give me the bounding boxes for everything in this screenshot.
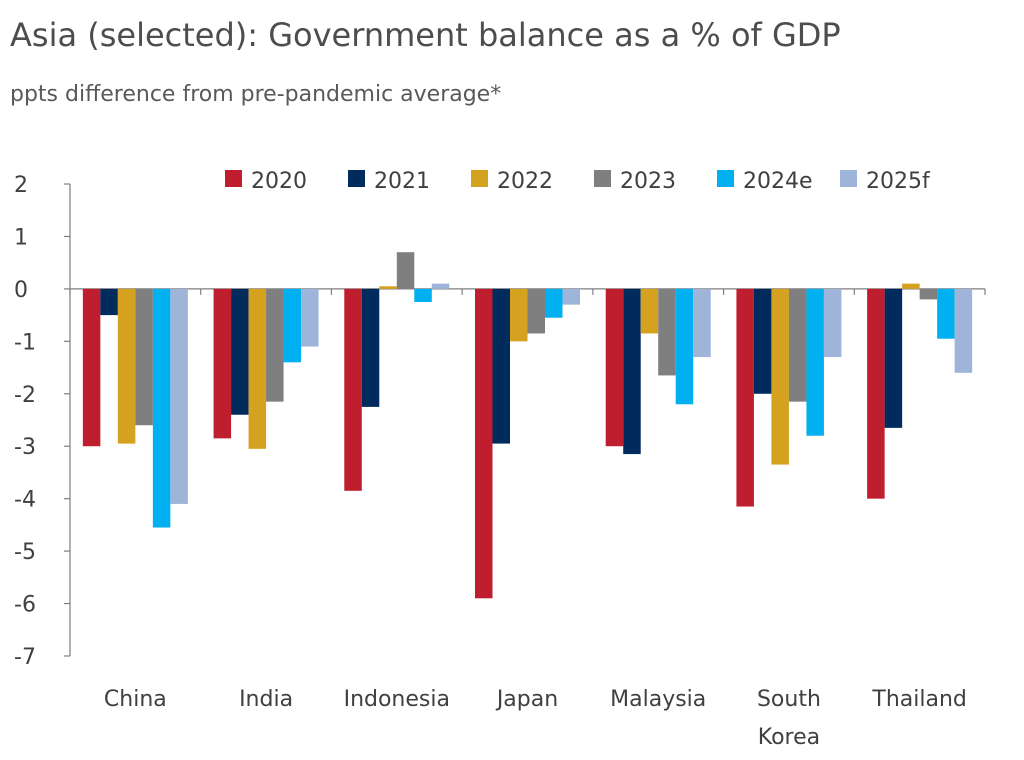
chart-title: Asia (selected): Government balance as a… [10,16,841,54]
x-category-label: China [104,687,167,712]
legend-label-2022: 2022 [497,169,553,194]
bar-2025f-thailand [954,288,973,373]
legend-label-2020: 2020 [251,169,307,194]
y-tick-label: -6 [14,593,36,618]
bar-2021-south-korea [753,288,772,394]
bar-2024e-japan [545,288,563,318]
bar-2021-japan [492,288,510,444]
bar-2023-indonesia [396,252,415,289]
bar-2025f-south-korea [823,288,842,358]
chart-labels: 2 1 0 -1 -2 -3 -4 -5 -6 -7 China India Indonesia Japa… [14,173,967,750]
x-category-label: Korea [758,725,820,750]
legend-label-2021: 2021 [374,169,430,194]
y-tick-label: -5 [14,540,36,565]
legend-swatch-2020 [225,170,242,187]
x-category-label: Thailand [871,687,966,712]
x-category-label: Japan [495,687,558,712]
legend-swatch-2024e [717,170,734,187]
x-category-label: Indonesia [344,687,450,712]
bar-2022-india [248,288,267,449]
bar-2023-south-korea [788,288,807,402]
x-category-label: South [757,687,821,712]
y-tick-label: 0 [14,278,28,303]
bar-2020-indonesia [344,288,362,491]
bar-2024e-thailand [937,288,955,339]
y-tick-label: -3 [14,435,36,460]
bar-2020-malaysia [605,288,624,447]
bar-2022-japan [510,288,528,342]
legend-swatch-2021 [348,170,365,187]
bar-2025f-india [301,288,319,347]
legend-swatch-2022 [471,170,488,187]
bar-2025f-japan [562,288,580,305]
y-tick-label: 2 [14,173,28,198]
bar-2020-thailand [867,288,885,499]
legend-swatch-2025f [840,170,857,187]
bar-2024e-south-korea [806,288,824,436]
bar-2025f-china [170,288,188,504]
x-category-label: Malaysia [610,687,706,712]
y-tick-label: 1 [14,225,28,250]
chart-axes [64,183,986,657]
bar-2020-china [82,288,101,447]
bar-2025f-malaysia [693,288,711,358]
y-tick-label: -7 [14,645,36,670]
bar-2022-south-korea [771,288,789,465]
bar-2022-china [117,288,136,444]
chart-bars [82,252,973,599]
bar-2022-malaysia [640,288,659,334]
bar-2024e-china [152,288,171,528]
bar-2024e-indonesia [414,288,432,302]
bar-2025f-indonesia [431,283,450,289]
bar-2021-malaysia [623,288,641,455]
bar-2023-malaysia [658,288,676,376]
bar-2023-india [266,288,284,402]
legend-label-2023: 2023 [620,169,676,194]
bar-2020-india [213,288,232,439]
bar-2020-japan [475,288,493,599]
bar-2021-china [100,288,118,316]
x-category-label: India [239,687,293,712]
bar-2021-thailand [884,288,903,428]
bar-2023-thailand [919,288,938,300]
bar-2021-indonesia [361,288,380,407]
bar-2023-japan [527,288,545,334]
legend-label-2025f: 2025f [866,169,931,194]
y-tick-label: -2 [14,383,36,408]
y-tick-label: -1 [14,330,36,355]
bar-2023-china [135,288,153,426]
legend-label-2024e: 2024e [743,169,813,194]
bar-2022-indonesia [379,286,397,289]
chart-legend: 2020 2021 2022 2023 2024e 2025f [225,169,931,194]
bar-2020-south-korea [736,288,754,507]
chart-subtitle: ppts difference from pre-pandemic averag… [10,82,502,107]
bar-2022-thailand [902,283,920,289]
bar-2024e-malaysia [675,288,694,405]
bar-2021-india [231,288,249,415]
legend-swatch-2023 [594,170,611,187]
bar-2024e-india [283,288,302,363]
y-tick-label: -4 [14,488,36,513]
